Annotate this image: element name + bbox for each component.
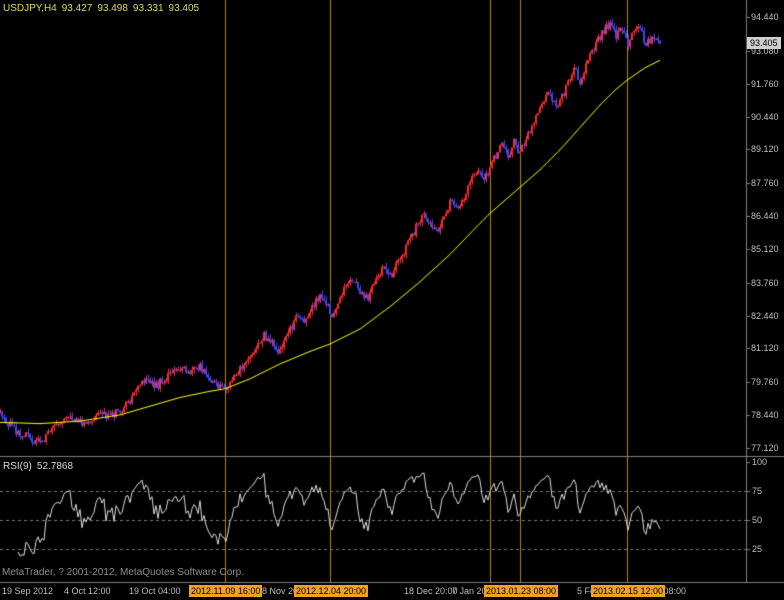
ohlc-close-value: 93.405: [168, 3, 200, 14]
rsi-value: 52.7868: [36, 461, 74, 472]
rsi-axis-label: 75: [752, 486, 763, 496]
price-axis-label: 79.760: [751, 377, 779, 388]
price-axis-label: 94.440: [751, 12, 779, 22]
copyright-text: MetaTrader, ? 2001-2012, MetaQuotes Soft…: [2, 567, 244, 578]
price-axis-label: 83.760: [751, 277, 779, 288]
price-axis-label: 90.440: [751, 111, 779, 122]
price-axis-label: 78.440: [751, 410, 779, 421]
time-axis-date-marker: 2013.02.15 12:00: [591, 585, 666, 597]
ohlc-low-value: 93.331: [132, 3, 164, 14]
time-axis-date-marker: 2012.12.04 20:00: [294, 585, 369, 597]
price-axis-label: 93.080: [751, 45, 779, 56]
symbol-period-label: USDJPY,H4: [3, 3, 57, 14]
price-axis-label: 89.120: [751, 144, 779, 155]
rsi-name: RSI(9): [3, 461, 32, 472]
price-axis-label: 82.440: [751, 310, 779, 321]
time-axis-date-marker: 2013.01.23 08:00: [484, 585, 559, 597]
ohlc-high-value: 93.498: [97, 3, 128, 14]
time-axis-label: 7 Jan 2013: [452, 586, 497, 596]
rsi-indicator-label: RSI(9) 52.7868: [3, 461, 78, 472]
time-axis-label: 18 Nov 20:00: [257, 586, 311, 596]
time-axis-date-marker: 2012.11.09 16:00: [189, 585, 263, 597]
rsi-axis-label: 25: [752, 544, 763, 554]
current-price-box: 93.405: [747, 36, 781, 49]
price-axis-label: 86.440: [751, 211, 779, 222]
time-axis-label: 4 Oct 12:00: [64, 586, 111, 596]
rsi-axis-label: 50: [752, 515, 763, 525]
price-axis-label: 85.120: [751, 243, 779, 254]
ohlc-open-value: 93.427: [61, 3, 93, 14]
price-axis-label: 91.760: [751, 78, 779, 89]
time-axis-label: 18 Dec 20:00: [404, 586, 458, 596]
time-axis[interactable]: 19 Sep 2012 4 Oct 12:00 19 Oct 04:00 18 Nov…: [0, 585, 784, 599]
rsi-axis-label: 100: [752, 457, 768, 467]
time-axis-label: 19 Sep 2012: [2, 586, 54, 596]
price-axis-label: 77.120: [751, 442, 779, 453]
time-axis-label: 19 Oct 04:00: [129, 586, 181, 596]
price-axis-label: 87.760: [751, 178, 779, 189]
chart-header: USDJPY,H4 93.427 93.498 93.331 93.405: [3, 3, 204, 14]
price-axis-label: 81.120: [751, 343, 779, 354]
